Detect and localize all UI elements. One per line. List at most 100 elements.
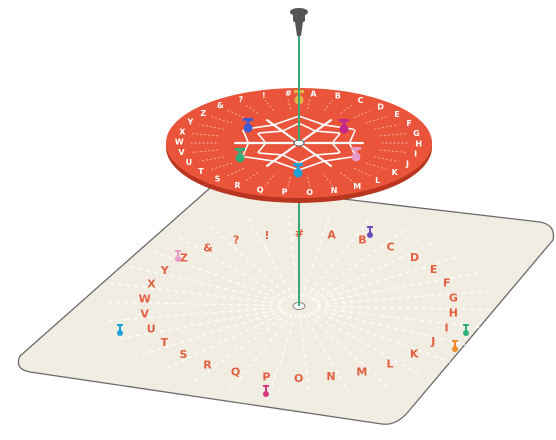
marker-pink-icon bbox=[351, 147, 361, 162]
disc-guide-line bbox=[199, 124, 224, 130]
disc-letter: T bbox=[198, 167, 204, 176]
disc-guide-line bbox=[199, 156, 224, 162]
snowflake-branch bbox=[323, 155, 355, 162]
board-markers bbox=[117, 226, 469, 397]
disc-letter: O bbox=[306, 188, 313, 197]
board-guide-line bbox=[248, 218, 295, 298]
disc-letter: B bbox=[335, 92, 341, 101]
disc-letter: M bbox=[353, 182, 361, 191]
board-letter: K bbox=[410, 347, 419, 360]
board-guide-line bbox=[299, 314, 310, 397]
board-guide-line bbox=[125, 265, 283, 303]
board-letter: & bbox=[203, 241, 213, 254]
snowflake-branch bbox=[258, 152, 284, 156]
disc-guide-line bbox=[307, 176, 311, 188]
marker-cyan-icon bbox=[293, 163, 303, 178]
board-guide-line bbox=[317, 290, 491, 306]
board-guide-line bbox=[161, 311, 287, 372]
disc-letter: C bbox=[358, 96, 364, 105]
disc-guide-lines bbox=[189, 98, 409, 188]
marker-blue-icon bbox=[117, 324, 123, 336]
snowflake-branch bbox=[299, 122, 317, 132]
snowflake-branch bbox=[299, 154, 317, 164]
marker-purple-icon bbox=[367, 226, 373, 238]
snowflake-branch bbox=[272, 160, 299, 171]
disc-center-snowflake bbox=[234, 115, 364, 171]
board-guide-lines bbox=[105, 215, 493, 397]
snowflake-branch bbox=[299, 160, 326, 171]
board-letter: O bbox=[294, 372, 303, 385]
disc-guide-line bbox=[339, 103, 354, 114]
board-guide-line bbox=[147, 249, 285, 302]
board-guide-line bbox=[117, 308, 282, 340]
snowflake-branch bbox=[281, 122, 299, 132]
disc-letter: G bbox=[413, 129, 420, 138]
board-letter: Z bbox=[180, 252, 188, 265]
disc-guide-line bbox=[379, 133, 406, 137]
snowflake-branch bbox=[331, 132, 341, 144]
disc-letter: L bbox=[375, 176, 380, 185]
snowflake-branch bbox=[281, 154, 299, 164]
board-letter: Q bbox=[231, 366, 240, 379]
disc-letter: H bbox=[415, 139, 422, 148]
board-letter: ! bbox=[265, 229, 270, 242]
disc-guide-line bbox=[244, 172, 259, 183]
board-guide-line bbox=[107, 306, 281, 322]
marker-green-icon bbox=[235, 148, 245, 163]
snowflake-branch bbox=[323, 124, 355, 131]
disc-letter: V bbox=[178, 148, 185, 157]
board-letter: M bbox=[356, 365, 367, 378]
board-letter: L bbox=[386, 358, 393, 371]
disc-guide-line bbox=[287, 176, 291, 188]
disc-markers bbox=[235, 90, 361, 178]
board-letter: ? bbox=[233, 234, 239, 247]
disc-letter: F bbox=[406, 119, 411, 128]
disc-letter: U bbox=[186, 158, 193, 167]
disc-letter: D bbox=[377, 102, 384, 111]
board-guide-line bbox=[210, 225, 291, 299]
disc-letter: Q bbox=[257, 185, 264, 194]
board-guide-line bbox=[313, 310, 451, 363]
disc-letter: Y bbox=[187, 118, 194, 127]
disc-letter: # bbox=[285, 89, 292, 98]
board-guide-line bbox=[136, 310, 284, 357]
disc-guide-line bbox=[353, 109, 373, 119]
marker-magenta-icon bbox=[339, 119, 349, 134]
board-guide-line bbox=[317, 305, 493, 311]
board-guide-line bbox=[316, 272, 481, 304]
board-guide-line bbox=[311, 240, 437, 301]
board-guide-line bbox=[315, 309, 473, 347]
snowflake-branch bbox=[299, 115, 326, 126]
board-letter: R bbox=[203, 358, 212, 371]
disc-guide-line bbox=[374, 124, 399, 130]
snowflake-branch bbox=[258, 130, 284, 134]
marker-blue-icon bbox=[243, 118, 253, 133]
snowflake-branch bbox=[314, 152, 340, 156]
disc-letter: K bbox=[392, 168, 399, 177]
board-letter: W bbox=[139, 292, 151, 305]
snowflake-branch bbox=[331, 142, 341, 154]
disc-letter: I bbox=[414, 150, 417, 159]
disc-letter: E bbox=[394, 110, 399, 119]
board-surface bbox=[17, 183, 555, 425]
disc-letter: X bbox=[179, 127, 186, 136]
disc-letter: Z bbox=[200, 109, 206, 118]
disc-guide-line bbox=[244, 103, 259, 114]
board-letter: F bbox=[443, 277, 451, 290]
disc-guide-line bbox=[339, 172, 354, 183]
board-letter: H bbox=[449, 307, 458, 320]
board-guide-line bbox=[193, 312, 290, 383]
board-guide-line bbox=[307, 313, 388, 387]
disc-guide-line bbox=[353, 167, 373, 177]
disc-letter: N bbox=[331, 186, 338, 195]
board-letter: J bbox=[430, 335, 435, 348]
board-guide-line bbox=[305, 220, 369, 299]
board-letter: E bbox=[430, 263, 438, 276]
board-letter: I bbox=[445, 321, 449, 334]
board-letter: U bbox=[147, 322, 156, 335]
